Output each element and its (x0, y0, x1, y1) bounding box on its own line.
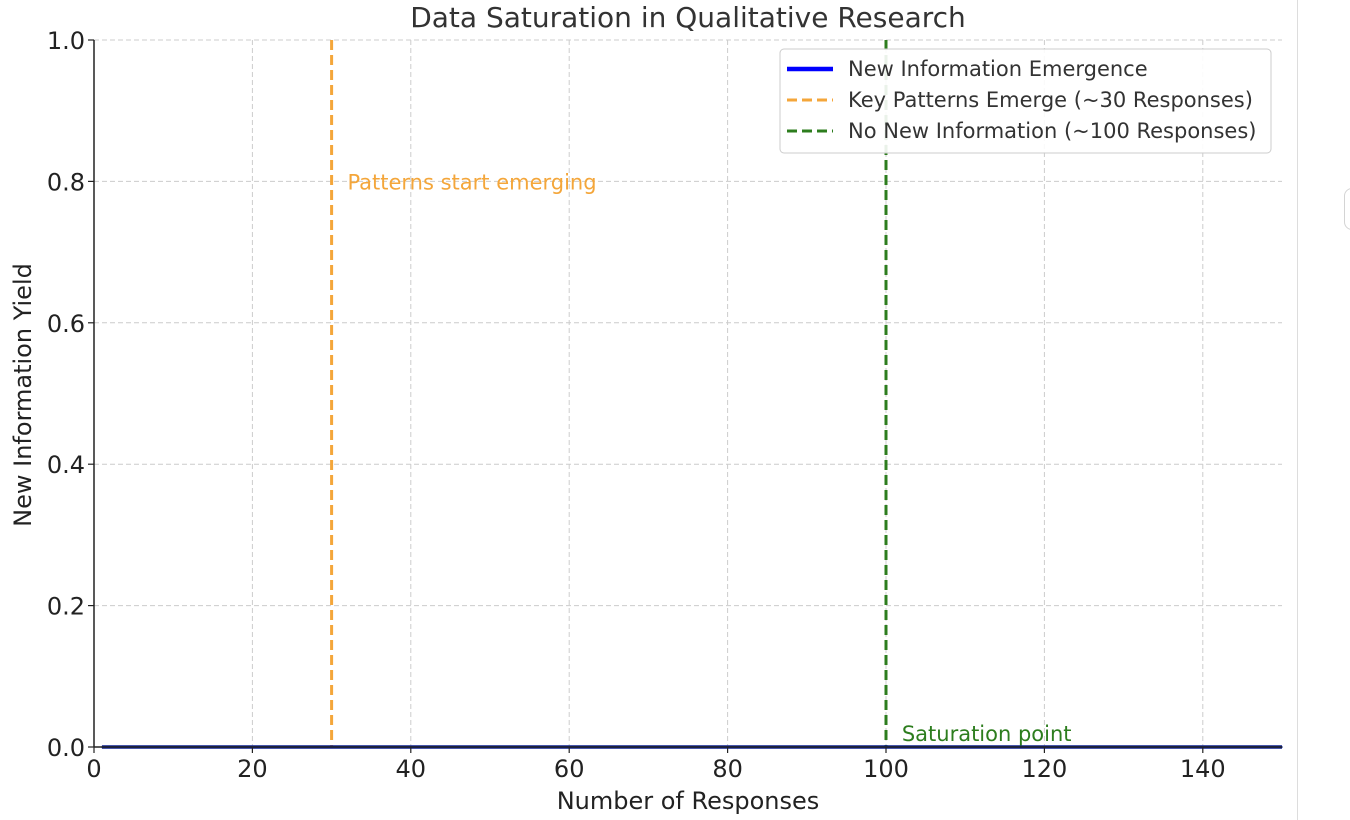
annotation-1: Saturation point (902, 722, 1072, 746)
x-tick-label: 140 (1180, 755, 1226, 783)
y-tick-label: 0.2 (47, 593, 85, 621)
y-tick-label: 0.4 (47, 451, 85, 479)
y-tick-label: 0.0 (47, 734, 85, 762)
x-axis-label: Number of Responses (557, 787, 820, 815)
panel-divider (1297, 0, 1298, 820)
legend-label-1: Key Patterns Emerge (~30 Responses) (848, 88, 1253, 112)
legend-box (779, 48, 1272, 154)
x-tick-label: 80 (712, 755, 743, 783)
legend: New Information Emergence Key Patterns Em… (779, 48, 1272, 154)
x-tick-label: 100 (863, 755, 909, 783)
x-tick-label: 20 (237, 755, 268, 783)
y-tick-label: 0.6 (47, 310, 85, 338)
axes: 0 20 40 60 80 100 120 140 0.0 0.2 0.4 0.6 0.8 1.0 (47, 27, 1282, 783)
legend-label-0: New Information Emergence (848, 57, 1148, 81)
x-tick-label: 60 (554, 755, 585, 783)
y-tick-label: 0.8 (47, 168, 85, 196)
annotations: Patterns start emerging Saturation point (347, 170, 1071, 745)
scroll-handle[interactable] (1344, 188, 1350, 230)
y-axis-label: New Information Yield (9, 263, 37, 527)
legend-label-2: No New Information (~100 Responses) (848, 119, 1257, 143)
x-tick-label: 40 (396, 755, 427, 783)
annotation-0: Patterns start emerging (347, 170, 596, 194)
x-tick-label: 120 (1021, 755, 1067, 783)
reference-lines (330, 40, 888, 747)
y-tick-label: 1.0 (47, 27, 85, 55)
chart-title: Data Saturation in Qualitative Research (410, 1, 966, 34)
x-tick-label: 0 (86, 755, 101, 783)
